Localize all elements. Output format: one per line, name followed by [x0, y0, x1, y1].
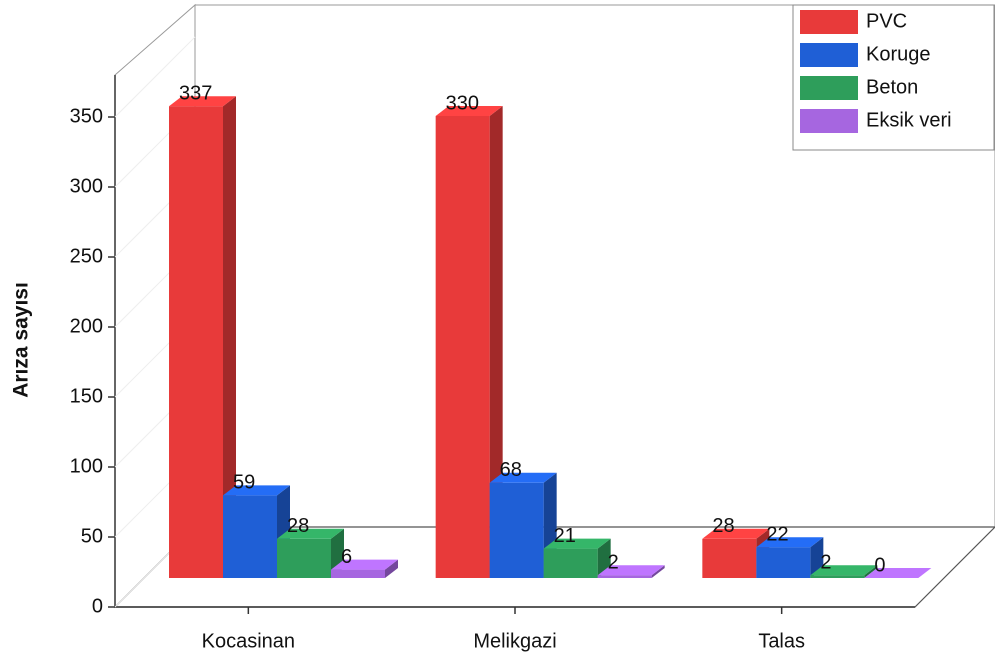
legend-swatch [800, 43, 858, 67]
bar-top [543, 538, 611, 549]
bar-side [651, 565, 665, 578]
bar-top [702, 528, 770, 539]
bar [597, 575, 652, 578]
y-tick-label: 100 [70, 455, 103, 477]
bar-top [864, 568, 932, 578]
bar-side [489, 106, 503, 578]
y-tick-label: 0 [92, 595, 103, 617]
bar-side [864, 565, 878, 578]
bar-side [223, 96, 236, 578]
data-label: 337 [179, 82, 212, 104]
bar-top [277, 528, 344, 539]
bar-top [331, 559, 398, 570]
y-tick-label: 250 [70, 245, 103, 267]
bar-top [597, 565, 665, 576]
data-label: 21 [554, 525, 576, 547]
grid-line [114, 36, 196, 118]
bar [435, 116, 490, 578]
legend-label: Eksik veri [866, 109, 952, 131]
bar [702, 538, 757, 578]
bar [543, 548, 598, 578]
bar-side [385, 559, 398, 578]
data-label: 2 [820, 551, 831, 573]
bar [810, 575, 865, 578]
x-tick-label: Kocasinan [202, 630, 295, 652]
data-label: 0 [874, 554, 885, 576]
data-label: 6 [341, 546, 352, 568]
data-label: 330 [446, 92, 479, 114]
bar-top [810, 565, 878, 576]
y-tick-label: 350 [70, 105, 103, 127]
data-label: 28 [287, 515, 309, 537]
x-tick-label: Talas [758, 630, 805, 652]
x-tick-label: Melikgazi [473, 630, 556, 652]
legend-label: Koruge [866, 43, 931, 65]
data-label: 28 [712, 515, 734, 537]
bar-top [489, 472, 557, 483]
data-label: 22 [766, 523, 788, 545]
data-label: 68 [500, 459, 522, 481]
y-tick-label: 300 [70, 175, 103, 197]
bar-top [169, 96, 236, 107]
bar-top [756, 537, 824, 548]
bar [331, 569, 385, 578]
legend-swatch [800, 76, 858, 100]
legend-label: PVC [866, 10, 907, 32]
data-label: 2 [608, 551, 619, 573]
y-tick-label: 150 [70, 385, 103, 407]
bar-top [435, 106, 503, 116]
y-tick-label: 200 [70, 315, 103, 337]
y-axis-label: Arıza sayısı [10, 282, 33, 398]
bar [223, 495, 277, 578]
legend-label: Beton [866, 76, 918, 98]
bar [277, 538, 331, 578]
bar [169, 106, 223, 578]
data-label: 59 [233, 472, 255, 494]
legend-swatch [800, 109, 858, 133]
y-tick-label: 50 [81, 525, 103, 547]
bar-top [223, 485, 290, 496]
bar [489, 482, 544, 578]
legend-swatch [800, 10, 858, 34]
bar [756, 547, 811, 578]
